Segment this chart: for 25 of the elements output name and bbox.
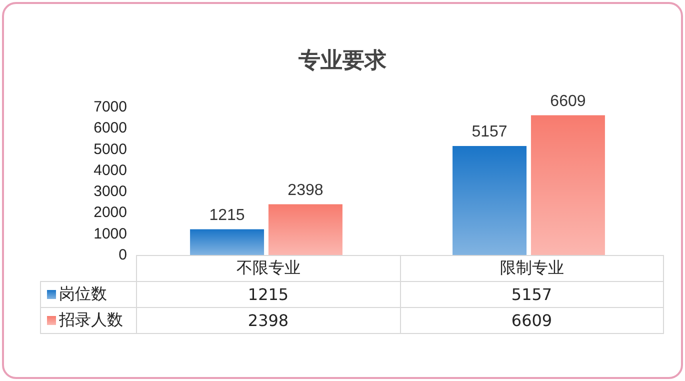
bar	[190, 229, 264, 255]
legend-label: 岗位数	[40, 282, 136, 308]
bar	[268, 204, 342, 255]
data-label: 5157	[400, 282, 664, 308]
annotation: 1215	[209, 206, 245, 224]
legend-label: 招录人数	[40, 308, 136, 334]
y-tick-label: 7000	[94, 98, 127, 116]
y-tick-label: 0	[118, 246, 127, 264]
y-tick-label: 3000	[94, 183, 127, 200]
chart-title: 专业要求	[298, 48, 388, 72]
x-tick-label: 不限专业	[136, 256, 400, 282]
bar	[530, 115, 605, 255]
data-label: 1215	[136, 282, 400, 308]
y-tick-label: 2000	[94, 204, 127, 222]
y-tick-label: 4000	[94, 162, 127, 179]
annotation: 5157	[472, 123, 508, 140]
y-tick-label: 1000	[94, 225, 127, 242]
x-tick-label: 限制专业	[400, 256, 664, 282]
bar	[452, 146, 527, 255]
y-tick-label: 6000	[94, 120, 127, 137]
annotation: 2398	[288, 182, 324, 199]
data-label: 2398	[136, 308, 400, 334]
data-label: 6609	[400, 308, 664, 334]
y-tick-label: 5000	[94, 140, 127, 158]
annotation: 6609	[550, 92, 586, 110]
